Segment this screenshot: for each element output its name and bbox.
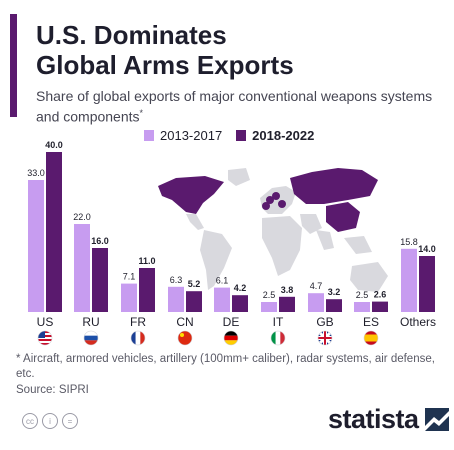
bar-cn-2013-2017: [168, 286, 184, 312]
value-label-ru-2013-2017: 22.0: [73, 212, 91, 222]
cc-icon[interactable]: cc: [22, 413, 38, 429]
x-label-gb: GB: [316, 315, 333, 329]
x-label-fr: FR: [130, 315, 146, 329]
flag-ru-icon: [83, 330, 99, 346]
statista-logo-icon: [424, 408, 449, 431]
map-europe-exporter-4: [262, 202, 270, 210]
value-label-fr-2018-2022: 11.0: [138, 256, 155, 266]
map-europe-exporter-2: [272, 192, 280, 200]
bar-fr-2018-2022: [139, 268, 155, 312]
attribution-icon[interactable]: i: [42, 413, 58, 429]
chart-legend: 2013-2017 2018-2022: [144, 128, 328, 143]
chart-title: U.S. Dominates Global Arms Exports: [36, 20, 294, 80]
x-label-es: ES: [363, 315, 379, 329]
map-europe-exporter-3: [278, 200, 286, 208]
x-label-de: DE: [223, 315, 240, 329]
world-map: [158, 168, 388, 292]
x-axis-labels: US RU FR CN DE IT GB ES Others: [37, 315, 436, 329]
value-label-de-2018-2022: 4.2: [234, 283, 247, 293]
title-accent-bar: [10, 14, 17, 117]
value-label-fr-2013-2017: 7.1: [123, 272, 136, 282]
bar-us-2018-2022: [46, 152, 62, 312]
map-middle-east: [300, 214, 322, 234]
bar-others-2018-2022: [419, 256, 435, 312]
x-label-others: Others: [400, 315, 436, 329]
value-label-es-2013-2017: 2.5: [356, 290, 369, 300]
legend-item-1: 2013-2017: [144, 128, 222, 143]
map-southeast-asia: [344, 236, 372, 254]
value-label-it-2013-2017: 2.5: [263, 290, 276, 300]
flag-gb-icon: [317, 330, 333, 346]
bar-fr-2013-2017: [121, 283, 137, 312]
bar-de-2018-2022: [232, 295, 248, 312]
flag-cn-icon: [177, 330, 193, 346]
value-label-cn-2018-2022: 5.2: [188, 279, 201, 289]
bar-gb-2013-2017: [308, 293, 324, 312]
x-label-cn: CN: [176, 315, 193, 329]
value-label-others-2018-2022: 14.0: [418, 244, 436, 254]
bar-cn-2018-2022: [186, 291, 202, 312]
value-label-de-2013-2017: 6.1: [216, 276, 229, 286]
bar-it-2018-2022: [279, 296, 295, 312]
legend-swatch-2: [236, 130, 247, 141]
bar-es-2018-2022: [372, 301, 388, 312]
flag-us-icon: [37, 330, 53, 346]
map-india: [316, 230, 334, 250]
map-australia: [350, 262, 388, 292]
map-china: [326, 202, 360, 232]
value-label-others-2013-2017: 15.8: [400, 237, 418, 247]
bar-ru-2018-2022: [92, 248, 108, 312]
footnote: * Aircraft, armored vehicles, artillery …: [16, 353, 435, 380]
legend-swatch-1: [144, 130, 154, 141]
flag-fr-icon: [130, 330, 146, 346]
chart-value-labels: 33.0 40.0 22.0 16.0 7.111.0 6.3 5.2 6.1 4.2 2.5 3.…: [27, 140, 436, 300]
brand[interactable]: statista: [328, 404, 449, 435]
legend-label-2: 2018-2022: [252, 128, 315, 143]
map-central-america: [186, 214, 204, 230]
chart-subtitle: Share of global exports of major convent…: [36, 88, 436, 126]
subtitle-footnote-mark: *: [139, 108, 144, 118]
map-africa: [262, 216, 302, 276]
chart-bars: [28, 152, 435, 312]
source: Source: SIPRI: [16, 384, 89, 396]
map-south-america: [200, 230, 232, 290]
x-label-it: IT: [273, 315, 284, 329]
map-north-america: [158, 176, 224, 214]
value-label-us-2018-2022: 40.0: [45, 140, 63, 150]
map-russia: [290, 168, 378, 204]
value-label-cn-2013-2017: 6.3: [170, 275, 183, 285]
value-label-gb-2018-2022: 3.2: [328, 287, 341, 297]
bar-es-2013-2017: [354, 302, 370, 312]
flag-de-icon: [223, 330, 239, 346]
value-label-es-2018-2022: 2.6: [374, 290, 387, 300]
bar-gb-2018-2022: [326, 299, 342, 312]
value-label-gb-2013-2017: 4.7: [310, 281, 323, 291]
flag-it-icon: [270, 330, 286, 346]
bar-ru-2013-2017: [74, 224, 90, 312]
bar-de-2013-2017: [214, 287, 230, 312]
no-derivatives-icon[interactable]: =: [62, 413, 78, 429]
bar-us-2013-2017: [28, 180, 44, 312]
x-label-us: US: [37, 315, 54, 329]
license-icons: cc i =: [22, 413, 82, 429]
map-greenland: [228, 168, 250, 186]
map-europe-exporter-1: [266, 196, 274, 204]
brand-name: statista: [328, 404, 419, 434]
value-label-us-2013-2017: 33.0: [27, 168, 45, 178]
legend-label-1: 2013-2017: [160, 128, 223, 143]
bar-it-2013-2017: [261, 302, 277, 312]
subtitle-text: Share of global exports of major convent…: [36, 88, 433, 125]
legend-item-2: 2018-2022: [236, 128, 314, 143]
value-label-it-2018-2022: 3.8: [281, 285, 294, 295]
country-flags: [37, 330, 379, 346]
bar-others-2013-2017: [401, 248, 417, 312]
x-label-ru: RU: [82, 315, 99, 329]
value-label-ru-2018-2022: 16.0: [91, 236, 109, 246]
flag-es-icon: [363, 330, 379, 346]
